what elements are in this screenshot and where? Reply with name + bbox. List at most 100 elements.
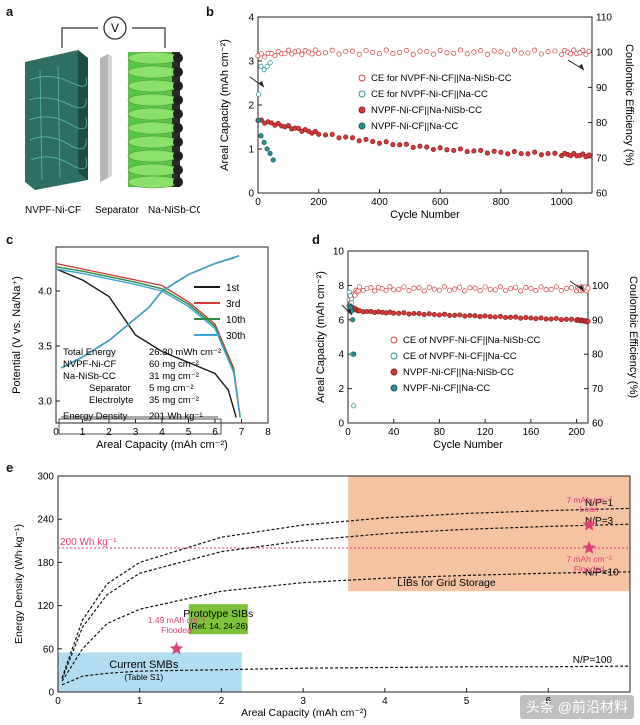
data-point — [538, 152, 544, 158]
data-point — [264, 63, 270, 69]
data-point — [285, 47, 291, 53]
x-tick-label: 1 — [80, 427, 86, 438]
reference-line-label: 200 Wh kg⁻¹ — [60, 537, 117, 548]
data-point — [498, 149, 504, 155]
np-label: N/P=100 — [573, 655, 613, 666]
data-point — [421, 288, 427, 294]
data-point — [586, 152, 592, 158]
table-key: Total Energy — [63, 347, 116, 358]
data-point — [258, 133, 264, 139]
data-point — [406, 311, 412, 317]
data-point — [467, 285, 473, 291]
data-point — [387, 284, 393, 290]
data-point — [356, 138, 362, 144]
legend-entry: NVPF-Ni-CF||Na-CC — [371, 121, 458, 132]
data-point — [491, 148, 497, 154]
data-point — [507, 314, 514, 320]
x-tick-label: 4 — [382, 696, 388, 707]
data-point — [347, 293, 353, 299]
data-point — [518, 315, 524, 321]
data-point — [329, 47, 335, 53]
y2-tick-label: 60 — [592, 419, 604, 430]
data-point — [299, 51, 305, 57]
y-axis-label: Energy Density (Wh kg⁻¹) — [13, 524, 25, 644]
data-point — [436, 312, 442, 318]
data-point — [543, 287, 549, 293]
y-tick-label: 3 — [248, 57, 254, 68]
data-point — [322, 50, 329, 56]
data-point — [363, 47, 369, 54]
y-tick-label: 60 — [43, 644, 55, 655]
data-point — [372, 288, 378, 294]
data-point — [356, 284, 362, 290]
data-point — [484, 51, 490, 57]
data-point — [403, 47, 409, 54]
y2-tick-label: 70 — [596, 153, 608, 164]
legend-entry: 1st — [226, 283, 240, 294]
data-point — [471, 49, 477, 55]
data-point — [464, 51, 470, 57]
data-point — [424, 48, 430, 55]
data-point — [472, 285, 478, 291]
data-point — [444, 50, 450, 56]
table-value: 201 Wh kg⁻¹ — [149, 411, 203, 422]
data-point — [397, 142, 403, 148]
star-marker — [582, 518, 596, 531]
table-value: 60 mg cm⁻² — [149, 359, 199, 370]
data-point — [532, 149, 538, 155]
x-tick-label: 160 — [523, 427, 540, 438]
data-point — [487, 286, 493, 292]
data-point — [538, 315, 544, 321]
data-point — [477, 314, 483, 320]
series-2 — [255, 117, 592, 160]
data-point — [511, 149, 517, 155]
data-point — [538, 284, 544, 290]
table-value: 5 mg cm⁻² — [149, 383, 194, 394]
y-tick-label: 3.5 — [38, 342, 52, 353]
axis-arrow — [249, 76, 265, 88]
np-label: N/P=3 — [585, 516, 614, 527]
data-point — [528, 315, 534, 321]
data-point — [258, 63, 264, 69]
data-point — [505, 151, 511, 157]
data-point — [553, 284, 559, 290]
x-tick-label: 2 — [106, 427, 112, 438]
data-point — [275, 48, 281, 54]
data-point — [396, 310, 402, 316]
data-point — [491, 48, 497, 54]
x-axis-label: Areal Capacity (mAh cm⁻²) — [96, 439, 228, 451]
y-tick-label: 4 — [338, 350, 344, 361]
x-tick-label: 0 — [55, 696, 61, 707]
y-tick-label: 180 — [37, 558, 54, 569]
data-point — [518, 288, 524, 294]
arrow-head — [579, 64, 584, 70]
data-point — [401, 310, 407, 316]
x-tick-label: 120 — [477, 427, 494, 438]
data-point — [532, 47, 538, 53]
star-sublabel: Flooded — [161, 625, 192, 635]
y-tick-label: 1 — [248, 145, 254, 156]
data-point — [571, 47, 577, 53]
legend-entry: CE for NVPF-Ni-CF||Na-CC — [371, 89, 488, 100]
data-point — [383, 287, 389, 294]
data-point — [518, 151, 524, 157]
data-point — [363, 136, 369, 142]
data-point — [396, 286, 402, 292]
discharge-curve — [55, 266, 241, 418]
star-label: 7 mAh cm⁻² — [566, 495, 612, 505]
y-tick-label: 120 — [37, 601, 54, 612]
x-tick-label: 4 — [159, 427, 165, 438]
cell-schematic: V NVPF-Ni-CF Separa — [25, 16, 204, 216]
legend-entry: NVPF-Ni-CF||Na-NiSb-CC — [371, 105, 482, 116]
data-point — [410, 144, 416, 150]
y-axis-label: Potential (V vs. Na/Na⁺) — [11, 276, 23, 394]
legend-marker — [390, 336, 398, 344]
data-point — [585, 285, 591, 291]
table-key: Energy Density — [63, 411, 128, 422]
data-point — [343, 48, 349, 55]
x-tick-label: 1000 — [551, 197, 574, 208]
data-point — [525, 50, 531, 56]
table-key: Electrolyte — [89, 395, 133, 406]
data-point — [558, 288, 564, 294]
data-point — [410, 51, 416, 57]
